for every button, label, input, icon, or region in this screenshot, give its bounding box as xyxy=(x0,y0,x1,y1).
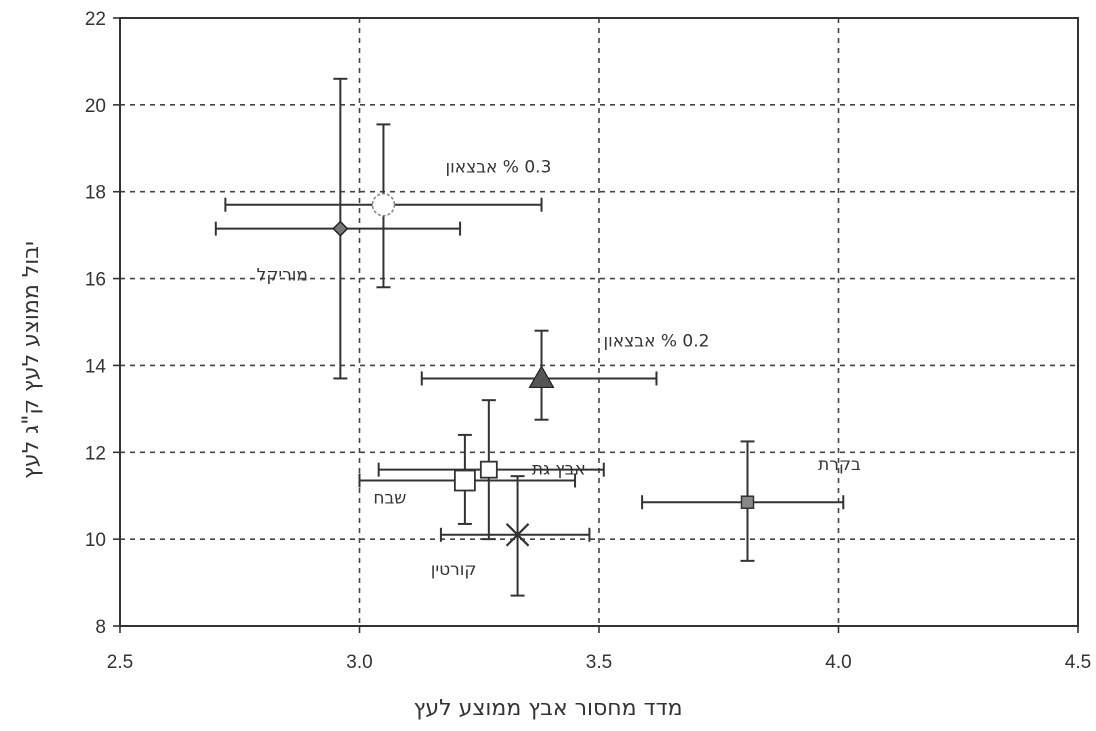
data-point xyxy=(740,495,755,509)
x-tick-label: 4.5 xyxy=(1065,652,1091,673)
data-point xyxy=(479,460,498,479)
x-axis-label: מדד מחסור אבץ ממוצע לעץ xyxy=(413,696,682,721)
x-tick-label: 2.5 xyxy=(107,652,133,673)
data-point xyxy=(453,469,476,492)
point-label: שבח xyxy=(373,489,406,509)
y-tick-label: 12 xyxy=(85,443,106,464)
point-label: 0.2 % אבצאון xyxy=(604,331,710,351)
x-tick-label: 4.0 xyxy=(825,652,851,673)
point-labels: מוריקל 0.3 % אבצאון 0.2 % אבצאון אבץ גת שבח ק… xyxy=(257,158,861,580)
y-tick-label: 20 xyxy=(85,96,106,117)
point-label: קורטין xyxy=(431,560,477,580)
data-point xyxy=(332,220,349,237)
y-tick-label: 10 xyxy=(85,530,106,551)
grid-lines xyxy=(120,18,1078,626)
data-point xyxy=(528,365,555,389)
y-tick-label: 16 xyxy=(85,270,106,291)
y-tick-label: 8 xyxy=(95,617,106,638)
point-label: 0.3 % אבצאון xyxy=(445,158,551,178)
y-tick-label: 22 xyxy=(85,9,106,30)
data-point xyxy=(371,192,396,217)
x-tick-label: 3.5 xyxy=(586,652,612,673)
y-axis-label: יבול ממוצע לעץ ק"ג לעץ xyxy=(19,241,44,479)
y-tick-label: 18 xyxy=(85,183,106,204)
point-label: בקרת xyxy=(818,455,861,475)
data-markers xyxy=(332,192,755,547)
y-tick-label: 14 xyxy=(85,356,107,377)
data-point xyxy=(505,523,530,547)
x-axis-ticks: 2.5 3.0 3.5 4.0 4.5 xyxy=(107,626,1091,673)
x-tick-label: 3.0 xyxy=(346,652,372,673)
y-axis-ticks: 8 10 12 14 16 18 20 22 xyxy=(85,9,120,638)
error-bars xyxy=(214,77,845,597)
point-label: מוריקל xyxy=(257,266,308,286)
point-label: אבץ גת xyxy=(532,460,586,480)
